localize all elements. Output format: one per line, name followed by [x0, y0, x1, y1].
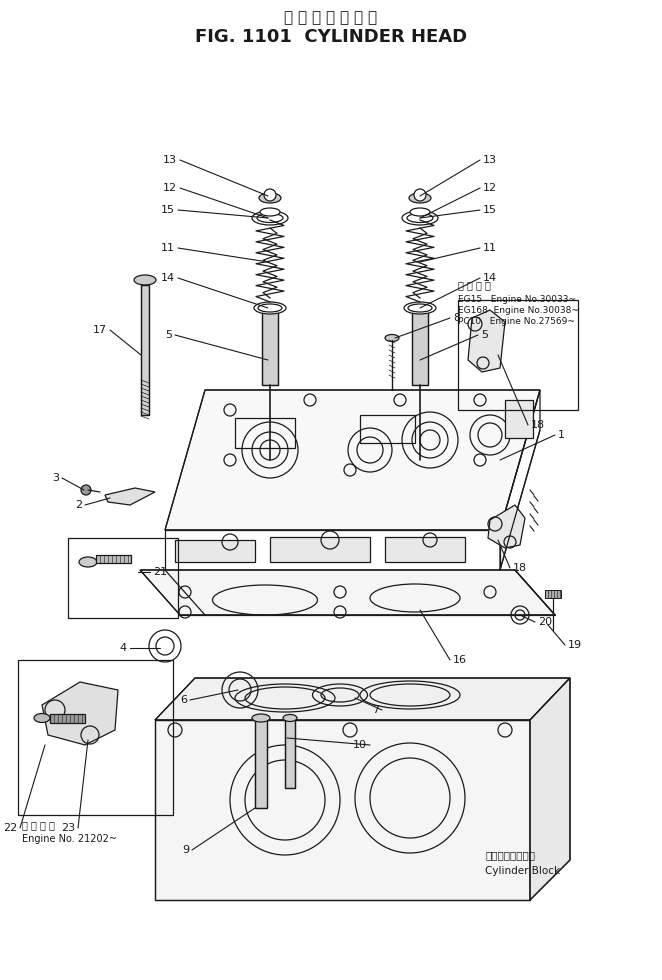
Text: シ リ ン ダ ヘ ッ ド: シ リ ン ダ ヘ ッ ド: [285, 10, 377, 25]
Text: 9: 9: [182, 845, 189, 855]
Text: 16: 16: [453, 655, 467, 665]
Ellipse shape: [404, 302, 436, 314]
Bar: [285, 718, 295, 788]
Ellipse shape: [385, 334, 399, 341]
Bar: [262, 310, 278, 385]
Ellipse shape: [260, 208, 280, 216]
Ellipse shape: [409, 193, 431, 203]
Ellipse shape: [252, 211, 288, 225]
Text: 4: 4: [120, 643, 127, 653]
Text: 2: 2: [75, 500, 82, 510]
Polygon shape: [488, 505, 525, 548]
Text: 適 用 号 機: 適 用 号 機: [22, 820, 55, 830]
Polygon shape: [165, 390, 540, 530]
Ellipse shape: [34, 713, 50, 722]
Text: 12: 12: [163, 183, 177, 193]
Text: 3: 3: [52, 473, 59, 483]
Ellipse shape: [134, 275, 156, 285]
Ellipse shape: [402, 211, 438, 225]
Text: 12: 12: [483, 183, 497, 193]
Text: 20: 20: [538, 617, 552, 627]
Circle shape: [264, 189, 276, 201]
Text: 14: 14: [483, 273, 497, 283]
Text: 5: 5: [165, 330, 172, 340]
Text: 21: 21: [153, 567, 167, 577]
Text: 17: 17: [93, 325, 107, 335]
Polygon shape: [42, 682, 118, 745]
Bar: [96, 555, 131, 563]
Text: 1: 1: [558, 430, 565, 440]
Text: 7: 7: [372, 705, 379, 715]
Polygon shape: [105, 488, 155, 505]
Ellipse shape: [259, 193, 281, 203]
Polygon shape: [140, 570, 555, 615]
Ellipse shape: [410, 208, 430, 216]
Bar: [285, 718, 295, 788]
Bar: [235, 418, 295, 448]
Text: 11: 11: [483, 243, 497, 253]
Bar: [50, 714, 85, 723]
Ellipse shape: [79, 557, 97, 567]
Bar: [458, 300, 578, 410]
Bar: [412, 310, 428, 385]
Text: 18: 18: [513, 563, 527, 573]
Text: 19: 19: [568, 640, 582, 650]
Text: 5: 5: [481, 330, 488, 340]
Ellipse shape: [252, 714, 270, 722]
Text: シリンダブロック: シリンダブロック: [485, 850, 535, 860]
Bar: [255, 718, 267, 808]
Text: FIG. 1101  CYLINDER HEAD: FIG. 1101 CYLINDER HEAD: [195, 28, 467, 46]
Text: Engine No. 21202~: Engine No. 21202~: [22, 834, 117, 844]
Bar: [505, 400, 533, 438]
Bar: [141, 285, 149, 415]
Text: 15: 15: [483, 205, 497, 215]
Bar: [385, 537, 465, 562]
Text: 18: 18: [531, 420, 545, 430]
Text: 6: 6: [180, 695, 187, 705]
Text: EG15   Engine No.30033~
EG168  Engine No.30038~
PC10   Engine No.27569~: EG15 Engine No.30033~ EG168 Engine No.30…: [458, 295, 579, 326]
Polygon shape: [155, 678, 570, 720]
Bar: [262, 310, 278, 385]
Text: 22: 22: [3, 823, 17, 833]
Bar: [270, 537, 370, 562]
Polygon shape: [530, 678, 570, 900]
Text: 10: 10: [353, 740, 367, 750]
Bar: [412, 310, 428, 385]
Bar: [141, 285, 149, 415]
Text: 13: 13: [483, 155, 497, 165]
Text: 14: 14: [161, 273, 175, 283]
Bar: [360, 415, 415, 443]
Bar: [18, 660, 173, 815]
Circle shape: [414, 189, 426, 201]
Polygon shape: [155, 720, 530, 900]
Ellipse shape: [254, 302, 286, 314]
Text: 15: 15: [161, 205, 175, 215]
Text: 13: 13: [163, 155, 177, 165]
Text: 適 用 号 機: 適 用 号 機: [458, 280, 491, 290]
Text: 8: 8: [453, 313, 460, 323]
Text: 11: 11: [161, 243, 175, 253]
Circle shape: [81, 485, 91, 495]
Bar: [545, 590, 561, 598]
Bar: [255, 718, 267, 808]
Text: Cylinder Block: Cylinder Block: [485, 866, 560, 876]
Bar: [175, 540, 255, 562]
Text: 23: 23: [61, 823, 75, 833]
Polygon shape: [468, 310, 505, 372]
Ellipse shape: [283, 714, 297, 721]
Bar: [68, 538, 178, 618]
